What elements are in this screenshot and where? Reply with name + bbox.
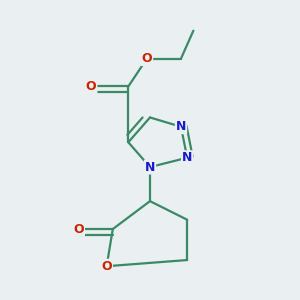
Text: O: O (142, 52, 152, 65)
Text: O: O (86, 80, 96, 93)
Text: N: N (182, 151, 192, 164)
Text: N: N (145, 160, 155, 173)
Text: N: N (176, 120, 186, 133)
Text: O: O (101, 260, 112, 273)
Text: O: O (74, 223, 84, 236)
